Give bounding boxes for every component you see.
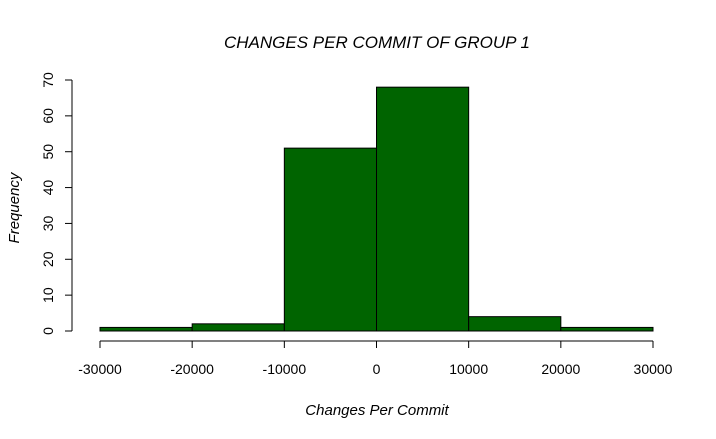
x-axis: -30000 -20000 -10000 0 10000 20000 30000 — [78, 340, 673, 377]
x-tick-label: -10000 — [263, 361, 307, 377]
histogram-bar — [376, 86, 470, 332]
y-axis: 0 10 20 30 40 50 60 70 — [40, 72, 73, 335]
y-tick-label: 50 — [40, 144, 56, 160]
x-tick-label: 30000 — [634, 361, 673, 377]
y-tick-label: 40 — [40, 180, 56, 196]
x-tick-label: 10000 — [449, 361, 488, 377]
y-tick-label: 0 — [40, 327, 56, 335]
x-tick-label: -30000 — [78, 361, 122, 377]
histogram-bar — [283, 147, 378, 332]
y-tick-label: 30 — [40, 215, 56, 231]
x-tick-label: -20000 — [170, 361, 214, 377]
histogram-bar — [99, 326, 193, 332]
y-tick-label: 70 — [40, 72, 56, 88]
histogram-bar — [468, 316, 562, 332]
y-tick-label: 60 — [40, 108, 56, 124]
histogram-bars — [99, 86, 654, 332]
histogram-bar — [191, 323, 285, 332]
y-tick-label: 10 — [40, 287, 56, 303]
histogram-bar — [560, 326, 654, 332]
y-tick-label: 20 — [40, 251, 56, 267]
x-tick-label: 0 — [373, 361, 381, 377]
y-axis-label: Frequency — [6, 171, 23, 243]
x-tick-label: 20000 — [541, 361, 580, 377]
x-axis-label: Changes Per Commit — [305, 402, 449, 419]
chart-title: CHANGES PER COMMIT OF GROUP 1 — [224, 33, 530, 52]
